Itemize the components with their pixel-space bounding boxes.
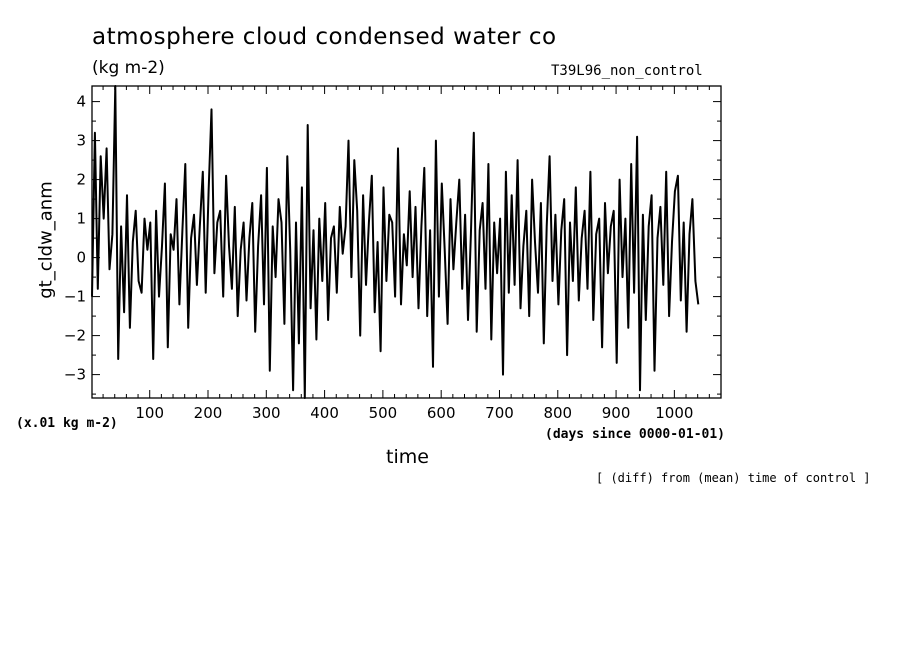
chart-units: (kg m-2): [92, 58, 165, 78]
x-axis-label: time: [386, 446, 429, 468]
x-tick-label: 1000: [655, 404, 693, 422]
x-tick-label: 600: [427, 404, 456, 422]
x-tick-label: 400: [310, 404, 339, 422]
y-tick-label: −1: [64, 288, 86, 306]
tick-labels: 100 200 300 400 500 600 700 800 900 1000 −3 −2 −1 0 1 2…: [64, 93, 694, 422]
series-line: [91, 85, 700, 399]
x-axis-units: (days since 0000-01-01): [545, 427, 726, 442]
x-tick-label: 100: [135, 404, 164, 422]
x-tick-label: 200: [194, 404, 223, 422]
y-tick-label: 3: [76, 132, 86, 150]
x-tick-label: 500: [369, 404, 398, 422]
y-tick-label: 2: [76, 171, 86, 189]
x-tick-label: 900: [602, 404, 631, 422]
x-tick-label: 300: [252, 404, 281, 422]
y-tick-label: 0: [76, 249, 86, 267]
scale-note: (x.01 kg m-2): [16, 416, 118, 431]
y-tick-label: −3: [64, 366, 86, 384]
footnote: [ (diff) from (mean) time of control ]: [596, 471, 871, 485]
tick-marks: [92, 86, 721, 398]
experiment-label: T39L96_non_control: [551, 63, 703, 79]
y-tick-label: 1: [76, 210, 86, 228]
y-tick-label: 4: [76, 93, 86, 111]
y-tick-label: −2: [64, 327, 86, 345]
x-tick-label: 800: [543, 404, 572, 422]
x-tick-label: 700: [485, 404, 514, 422]
chart-title: atmosphere cloud condensed water co: [92, 24, 557, 50]
